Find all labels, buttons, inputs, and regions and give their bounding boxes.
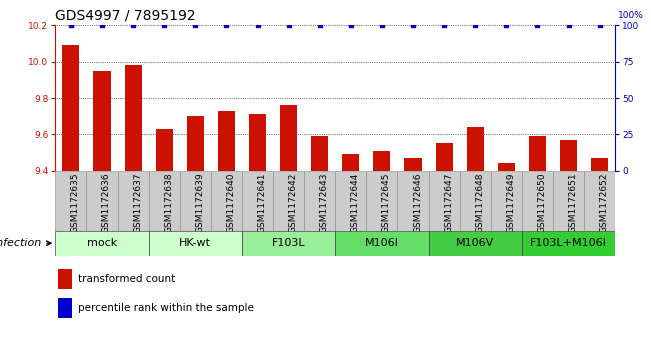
Text: GSM1172637: GSM1172637 — [133, 172, 142, 233]
Point — [377, 23, 387, 28]
Bar — [156, 129, 173, 171]
Bar — [311, 136, 328, 171]
Point — [439, 23, 449, 28]
Bar — [584, 171, 615, 231]
Bar — [398, 171, 428, 231]
Bar — [342, 154, 359, 171]
Point — [253, 23, 263, 28]
Text: GSM1172647: GSM1172647 — [444, 172, 453, 233]
Bar — [242, 231, 335, 256]
Text: GSM1172646: GSM1172646 — [413, 172, 422, 233]
Text: GSM1172652: GSM1172652 — [600, 172, 609, 233]
Text: GDS4997 / 7895192: GDS4997 / 7895192 — [55, 9, 196, 23]
Bar — [58, 269, 72, 289]
Bar — [94, 71, 111, 171]
Bar — [148, 171, 180, 231]
Point — [97, 23, 107, 28]
Bar — [87, 171, 118, 231]
Text: GSM1172639: GSM1172639 — [195, 172, 204, 233]
Text: percentile rank within the sample: percentile rank within the sample — [77, 303, 254, 313]
Point — [563, 23, 574, 28]
Point — [283, 23, 294, 28]
Text: GSM1172636: GSM1172636 — [102, 172, 111, 233]
Bar — [187, 116, 204, 171]
Bar — [280, 105, 297, 171]
Text: GSM1172645: GSM1172645 — [382, 172, 391, 233]
Text: GSM1172640: GSM1172640 — [227, 172, 236, 233]
Text: GSM1172642: GSM1172642 — [288, 172, 298, 233]
Bar — [62, 45, 79, 171]
Point — [66, 23, 76, 28]
Bar — [335, 171, 367, 231]
Bar — [211, 171, 242, 231]
Text: GSM1172643: GSM1172643 — [320, 172, 329, 233]
Point — [346, 23, 356, 28]
Bar — [124, 65, 142, 171]
Bar — [404, 158, 422, 171]
Text: F103L+M106I: F103L+M106I — [530, 238, 607, 248]
Text: GSM1172650: GSM1172650 — [538, 172, 546, 233]
Point — [533, 23, 543, 28]
Text: mock: mock — [87, 238, 117, 248]
Bar — [591, 158, 608, 171]
Bar — [218, 111, 235, 171]
Bar — [491, 171, 522, 231]
Point — [594, 23, 605, 28]
Bar — [242, 171, 273, 231]
Text: M106I: M106I — [365, 238, 399, 248]
Point — [501, 23, 512, 28]
Bar — [180, 171, 211, 231]
Bar — [249, 114, 266, 171]
Bar — [304, 171, 335, 231]
Text: HK-wt: HK-wt — [179, 238, 212, 248]
Bar — [273, 171, 304, 231]
Bar — [436, 143, 452, 171]
Bar — [553, 171, 584, 231]
Bar — [498, 163, 515, 171]
Point — [190, 23, 201, 28]
Bar — [460, 171, 491, 231]
Bar — [428, 171, 460, 231]
Bar — [55, 171, 87, 231]
Bar — [522, 171, 553, 231]
Bar — [428, 231, 522, 256]
Bar — [467, 127, 484, 171]
Text: 100%: 100% — [618, 11, 644, 20]
Text: M106V: M106V — [456, 238, 494, 248]
Text: GSM1172648: GSM1172648 — [475, 172, 484, 233]
Bar — [58, 298, 72, 318]
Text: GSM1172635: GSM1172635 — [71, 172, 80, 233]
Point — [408, 23, 418, 28]
Text: GSM1172651: GSM1172651 — [568, 172, 577, 233]
Point — [128, 23, 138, 28]
Text: F103L: F103L — [272, 238, 305, 248]
Text: GSM1172644: GSM1172644 — [351, 172, 360, 233]
Text: GSM1172638: GSM1172638 — [164, 172, 173, 233]
Bar — [335, 231, 428, 256]
Bar — [118, 171, 148, 231]
Bar — [529, 136, 546, 171]
Text: GSM1172649: GSM1172649 — [506, 172, 516, 233]
Point — [470, 23, 480, 28]
Text: infection: infection — [0, 238, 51, 248]
Bar — [55, 231, 148, 256]
Point — [314, 23, 325, 28]
Bar — [374, 151, 391, 171]
Bar — [522, 231, 615, 256]
Point — [159, 23, 169, 28]
Bar — [148, 231, 242, 256]
Point — [221, 23, 232, 28]
Text: GSM1172641: GSM1172641 — [258, 172, 266, 233]
Text: transformed count: transformed count — [77, 274, 175, 284]
Bar — [367, 171, 398, 231]
Bar — [560, 140, 577, 171]
